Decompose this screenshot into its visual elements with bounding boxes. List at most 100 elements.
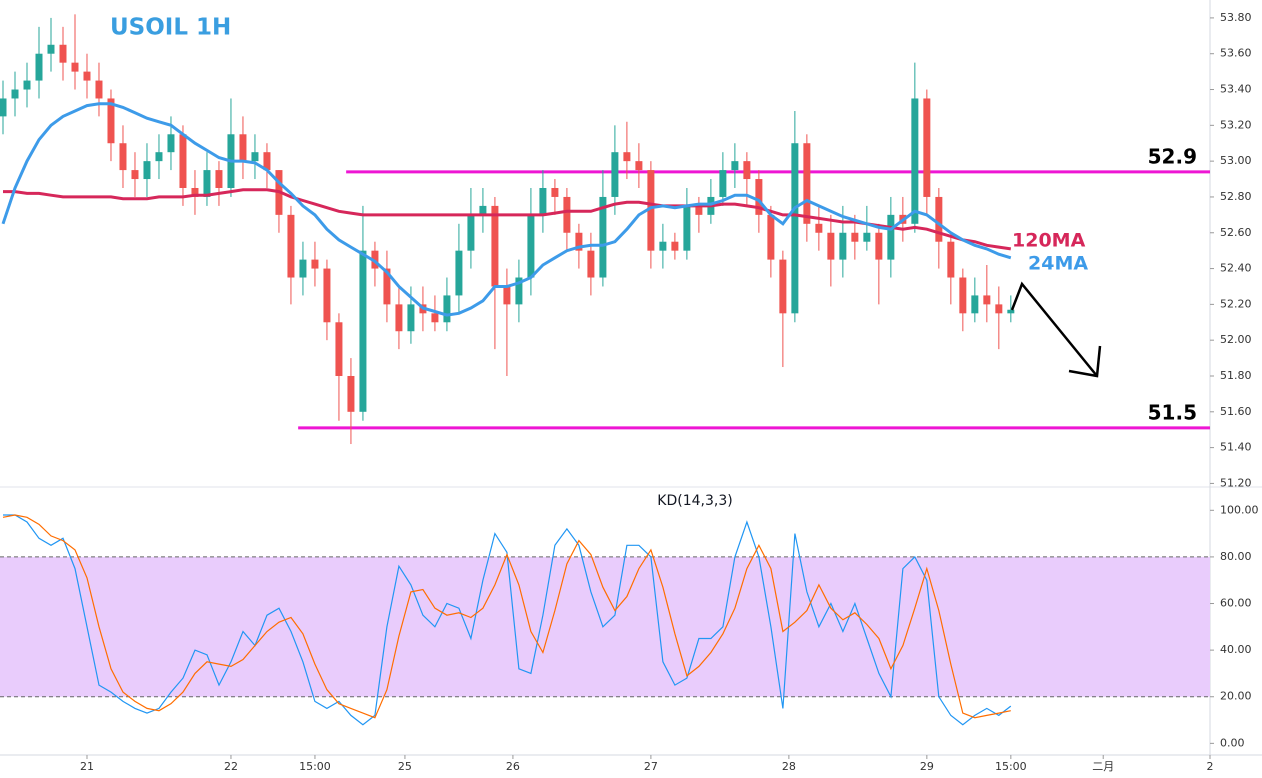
x-tick-label: 21: [80, 760, 94, 773]
candle-body: [551, 187, 559, 197]
candle-body: [839, 232, 847, 260]
candle-body: [11, 89, 19, 99]
y-tick-label: 53.00: [1220, 154, 1252, 167]
candle-body: [623, 152, 631, 162]
candle-body: [251, 152, 259, 162]
candle-body: [95, 80, 103, 99]
candle-body: [587, 250, 595, 278]
y-tick-label: 51.80: [1220, 369, 1252, 382]
candle-body: [527, 214, 535, 278]
candle-body: [431, 313, 439, 323]
axes: 51.20 51.40 51.60 51.80 52.00 52.20 52.40 52.60…: [80, 11, 1259, 773]
x-tick-label: 15:00: [995, 760, 1027, 773]
candle-body: [911, 98, 919, 224]
candle-body: [203, 170, 211, 197]
y-tick-label: 53.40: [1220, 83, 1252, 96]
x-tick-label: 29: [920, 760, 934, 773]
x-tick-label: 26: [506, 760, 520, 773]
y-tick-label: 60.00: [1220, 597, 1252, 610]
candle-body: [563, 196, 571, 233]
chart-title: USOIL 1H: [110, 15, 231, 41]
candle-body: [47, 44, 55, 54]
y-tick-label: 52.00: [1220, 333, 1252, 346]
candle-body: [395, 304, 403, 332]
y-tick-label: 100.00: [1220, 503, 1259, 516]
candle-body: [359, 250, 367, 412]
candle-body: [947, 241, 955, 278]
candle-body: [935, 196, 943, 242]
candle-body: [215, 170, 223, 188]
y-tick-label: 52.20: [1220, 297, 1252, 310]
candle-body: [779, 259, 787, 314]
ma-label: 24MA: [1028, 252, 1088, 274]
y-tick-label: 51.40: [1220, 441, 1252, 454]
candle-body: [515, 277, 523, 305]
candle-body: [863, 232, 871, 242]
candle-body: [815, 223, 823, 233]
candle-body: [575, 232, 583, 251]
candle-body: [455, 250, 463, 296]
candle-body: [239, 134, 247, 162]
candle-body: [827, 232, 835, 260]
y-tick-label: 20.00: [1220, 690, 1252, 703]
candle-body: [131, 170, 139, 180]
candle-body: [191, 187, 199, 197]
candle-body: [803, 143, 811, 224]
candle-body: [683, 205, 691, 251]
trend-arrow: [1010, 281, 1098, 377]
candle-body: [743, 161, 751, 180]
y-tick-label: 40.00: [1220, 643, 1252, 656]
candle-body: [923, 98, 931, 197]
ma-line: [3, 188, 1012, 251]
candle-body: [323, 268, 331, 323]
x-tick-label: 27: [644, 760, 658, 773]
x-tick-label: 二月: [1092, 760, 1114, 773]
x-tick-label: 28: [782, 760, 796, 773]
x-tick-label: 15:00: [299, 760, 331, 773]
candle-body: [179, 134, 187, 188]
candle-body: [35, 53, 43, 81]
candle-body: [611, 152, 619, 197]
candle-body: [983, 295, 991, 305]
candle-body: [71, 62, 79, 72]
kd-band: [0, 556, 1210, 697]
kd-panel: [0, 514, 1210, 726]
candle-body: [755, 179, 763, 215]
y-tick-label: 52.60: [1220, 226, 1252, 239]
x-tick-label: 25: [398, 760, 412, 773]
candle-body: [959, 277, 967, 314]
y-tick-label: 53.80: [1220, 11, 1252, 24]
candle-body: [851, 232, 859, 242]
y-tick-label: 51.60: [1220, 405, 1252, 418]
candle-body: [467, 214, 475, 251]
candle-body: [107, 98, 115, 144]
level-label: 52.9: [1148, 144, 1197, 168]
candle-body: [719, 170, 727, 197]
y-tick-label: 52.40: [1220, 262, 1252, 275]
y-tick-label: 53.60: [1220, 47, 1252, 60]
candle-body: [263, 152, 271, 171]
kd-title: KD(14,3,3): [657, 493, 732, 509]
candle-body: [119, 143, 127, 171]
candle-body: [875, 232, 883, 260]
candle-body: [155, 152, 163, 162]
candle-body: [695, 205, 703, 215]
level-label: 51.5: [1148, 400, 1197, 424]
candle-body: [287, 214, 295, 278]
candle-body: [503, 286, 511, 305]
candle-body: [335, 322, 343, 376]
candle-body: [23, 80, 31, 90]
candle-body: [731, 161, 739, 171]
y-tick-label: 53.20: [1220, 118, 1252, 131]
candle-body: [491, 205, 499, 287]
candle-body: [407, 304, 415, 332]
y-tick-label: 0.00: [1220, 736, 1245, 749]
candle-body: [791, 143, 799, 314]
candle-body: [299, 259, 307, 278]
candle-body: [659, 241, 667, 251]
candle-body: [887, 214, 895, 260]
kd-line: [3, 514, 1012, 726]
candle-body: [635, 161, 643, 171]
candle-body: [347, 375, 355, 412]
